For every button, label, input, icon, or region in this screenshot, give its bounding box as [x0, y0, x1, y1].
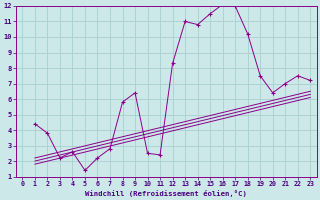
X-axis label: Windchill (Refroidissement éolien,°C): Windchill (Refroidissement éolien,°C) [85, 190, 247, 197]
